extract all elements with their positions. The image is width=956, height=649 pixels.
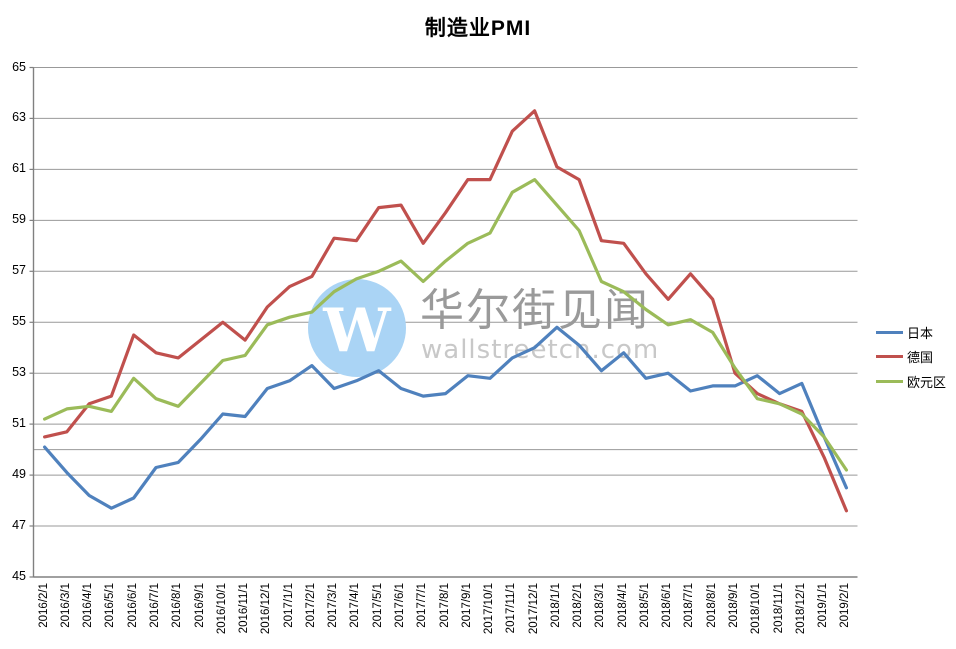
x-axis-label-2018-2-1: 2018/2/1 <box>572 583 585 628</box>
x-axis-label-2017-12-1: 2017/12/1 <box>527 583 540 635</box>
x-axis-label-2018-10-1: 2018/10/1 <box>750 583 763 635</box>
x-axis-label-2019-2-1: 2019/2/1 <box>839 583 852 628</box>
y-axis-label-63: 63 <box>12 110 26 125</box>
x-axis-label-2018-11-1: 2018/11/1 <box>772 583 785 634</box>
x-axis-label-2016-12-1: 2016/12/1 <box>260 583 273 635</box>
x-axis-label-2018-1-1: 2018/1/1 <box>549 583 562 628</box>
y-axis-label-55: 55 <box>12 314 26 329</box>
watermark-en-text: wallstreetcn.com <box>421 335 659 365</box>
series-line-日本 <box>42 325 849 510</box>
x-axis-label-2018-3-1: 2018/3/1 <box>594 583 607 628</box>
x-axis-label-2017-2-1: 2017/2/1 <box>304 583 317 628</box>
x-axis-label-2018-7-1: 2018/7/1 <box>683 583 696 628</box>
x-axis-label-2017-4-1: 2017/4/1 <box>349 583 362 628</box>
x-axis-label-2016-7-1: 2016/7/1 <box>148 583 161 628</box>
watermark-logo-letter: W <box>322 296 392 366</box>
legend-line-japan-swatch <box>876 330 903 334</box>
x-axis-label-2017-11-1: 2017/11/1 <box>505 583 518 634</box>
legend-label-germany: 德国 <box>907 350 934 366</box>
x-axis-label-2016-4-1: 2016/4/1 <box>82 583 95 628</box>
x-axis-label-2016-11-1: 2016/11/1 <box>238 583 251 634</box>
y-axis-label-59: 59 <box>12 212 26 227</box>
x-axis-label-2017-8-1: 2017/8/1 <box>438 583 451 628</box>
x-axis-label-2017-1-1: 2017/1/1 <box>282 583 295 628</box>
legend: 日本 德国 欧元区 <box>876 320 946 394</box>
legend-label-japan: 日本 <box>907 325 934 341</box>
x-axis-label-2017-5-1: 2017/5/1 <box>371 583 384 628</box>
y-axis-label-47: 47 <box>12 518 26 533</box>
x-axis-label-2016-8-1: 2016/8/1 <box>171 583 184 628</box>
x-axis-label-2018-4-1: 2018/4/1 <box>616 583 629 628</box>
series-lines <box>42 109 849 513</box>
x-axis-label-2017-10-1: 2017/10/1 <box>483 583 496 635</box>
x-axis-label-2017-7-1: 2017/7/1 <box>416 583 429 628</box>
watermark-logo-circle <box>308 279 406 377</box>
y-axis-label-45: 45 <box>12 569 26 583</box>
legend-line-eurozone-swatch <box>876 379 903 383</box>
y-axis-label-65: 65 <box>12 59 26 74</box>
legend-item-japan: 日本 <box>876 320 946 345</box>
chart-title: 制造业PMI <box>424 17 532 40</box>
x-axis-label-2019-1-1: 2019/1/1 <box>817 583 830 628</box>
x-axis-label-2018-9-1: 2018/9/1 <box>728 583 740 628</box>
series-line-欧元区 <box>42 178 849 472</box>
legend-item-germany: 德国 <box>876 345 946 370</box>
x-axis-label-2016-5-1: 2016/5/1 <box>104 583 117 628</box>
y-axis-label-61: 61 <box>12 161 26 176</box>
y-axis-label-57: 57 <box>12 263 26 278</box>
y-axis-label-51: 51 <box>12 416 26 431</box>
legend-item-eurozone: 欧元区 <box>876 369 946 394</box>
x-axis-label-2017-3-1: 2017/3/1 <box>327 583 340 628</box>
x-axis-label-2016-6-1: 2016/6/1 <box>126 583 139 628</box>
x-axis-label-2017-6-1: 2017/6/1 <box>393 583 406 628</box>
x-axis-label-2017-9-1: 2017/9/1 <box>460 583 473 628</box>
x-axis-label-2018-5-1: 2018/5/1 <box>638 583 651 628</box>
x-axis-label-2016-2-1: 2016/2/1 <box>37 583 50 628</box>
y-axis-label-49: 49 <box>12 467 26 482</box>
x-axis-label-2018-8-1: 2018/8/1 <box>705 583 718 628</box>
x-axis-label-2016-3-1: 2016/3/1 <box>59 583 72 628</box>
series-line-德国 <box>42 109 849 513</box>
x-axis-label-2018-6-1: 2018/6/1 <box>661 583 674 628</box>
x-axis-label-2016-10-1: 2016/10/1 <box>215 583 228 635</box>
legend-line-germany-swatch <box>876 355 903 359</box>
legend-label-eurozone: 欧元区 <box>907 374 947 390</box>
x-axis-label-2018-12-1: 2018/12/1 <box>794 583 807 635</box>
x-axis-label-2016-9-1: 2016/9/1 <box>193 583 206 628</box>
watermark-cn-text: 华尔街见闻 <box>420 285 650 336</box>
y-axis-label-53: 53 <box>12 365 26 380</box>
